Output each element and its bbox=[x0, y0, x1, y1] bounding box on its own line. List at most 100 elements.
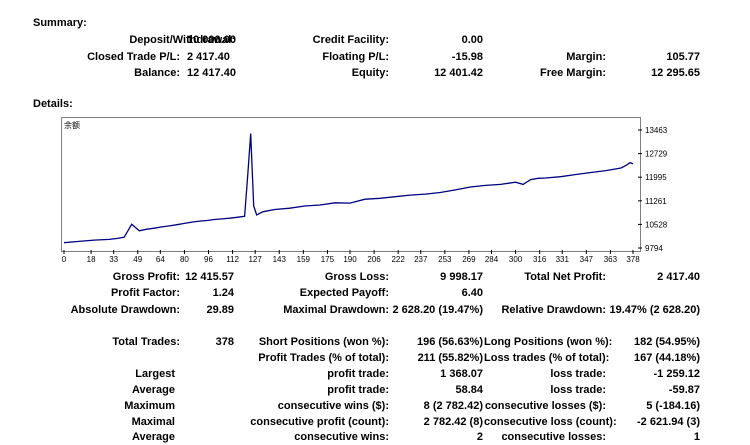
maximum-label: Maximum bbox=[124, 400, 175, 412]
maximal-drawdown-value: 2 628.20 (19.47%) bbox=[392, 304, 483, 316]
maximal-consecutive-profit-value: 2 782.42 (8) bbox=[423, 416, 483, 428]
x-tick-label: 159 bbox=[297, 255, 311, 264]
credit-value: 0.00 bbox=[461, 34, 483, 46]
y-tick-label: 13463 bbox=[645, 126, 668, 135]
y-tick-label: 9794 bbox=[645, 244, 663, 253]
largest-label: Largest bbox=[135, 368, 175, 380]
free-margin-value: 12 295.65 bbox=[651, 67, 700, 79]
deposit-value: 10 000.00 bbox=[187, 34, 236, 46]
floating-pl-label: Floating P/L: bbox=[322, 51, 389, 63]
x-tick-label: 96 bbox=[204, 255, 213, 264]
net-profit-value: 2 417.40 bbox=[657, 271, 700, 283]
long-positions-value: 182 (54.95%) bbox=[633, 336, 700, 348]
x-tick-label: 300 bbox=[509, 255, 523, 264]
average-label: Average bbox=[131, 384, 175, 396]
loss-trades-label: Loss trades (% of total): bbox=[484, 352, 610, 364]
profit-trades-value: 211 (55.82%) bbox=[417, 352, 483, 364]
total-trades-value: 378 bbox=[215, 336, 234, 348]
balance-chart-frame bbox=[61, 117, 641, 252]
average-loss-label: loss trade: bbox=[550, 384, 606, 396]
deposit-label: Deposit/Withdrawal: bbox=[129, 34, 235, 46]
profit-factor-value: 1.24 bbox=[212, 287, 234, 299]
balance-value: 12 417.40 bbox=[187, 67, 236, 79]
x-tick-label: 363 bbox=[604, 255, 618, 264]
x-tick-label: 49 bbox=[133, 255, 142, 264]
balance-line bbox=[63, 133, 634, 244]
x-tick-label: 316 bbox=[533, 255, 547, 264]
x-tick-label: 331 bbox=[556, 255, 570, 264]
margin-label: Margin: bbox=[566, 51, 606, 63]
closed-pl-value: 2 417.40 bbox=[187, 51, 230, 63]
gross-loss-value: 9 998.17 bbox=[440, 271, 483, 283]
average-consecutive-label: Average bbox=[131, 431, 175, 443]
short-positions-label: Short Positions (won %): bbox=[258, 336, 389, 348]
expected-payoff-label: Expected Payoff: bbox=[299, 287, 389, 299]
average-profit-value: 58.84 bbox=[455, 384, 483, 396]
expected-payoff-value: 6.40 bbox=[461, 287, 483, 299]
largest-profit-value: 1 368.07 bbox=[440, 368, 483, 380]
short-positions-value: 196 (56.63%) bbox=[416, 336, 483, 348]
y-tick-label: 12729 bbox=[645, 150, 668, 159]
x-tick-label: 190 bbox=[343, 255, 357, 264]
x-tick-label: 127 bbox=[248, 255, 262, 264]
x-tick-label: 143 bbox=[273, 255, 287, 264]
gross-loss-label: Gross Loss: bbox=[324, 271, 389, 283]
y-tick-label: 11995 bbox=[645, 173, 667, 182]
net-profit-label: Total Net Profit: bbox=[524, 271, 606, 283]
x-tick-label: 253 bbox=[438, 255, 452, 264]
credit-label: Credit Facility: bbox=[312, 34, 389, 46]
equity-value: 12 401.42 bbox=[434, 67, 483, 79]
largest-profit-label: profit trade: bbox=[327, 368, 389, 380]
avg-consecutive-losses-value: 1 bbox=[693, 431, 700, 443]
profit-factor-label: Profit Factor: bbox=[110, 287, 180, 299]
loss-trades-value: 167 (44.18%) bbox=[633, 352, 700, 364]
gross-profit-value: 12 415.57 bbox=[185, 271, 234, 283]
x-tick-label: 284 bbox=[485, 255, 499, 264]
equity-label: Equity: bbox=[351, 67, 389, 79]
x-tick-label: 237 bbox=[414, 255, 428, 264]
x-tick-label: 64 bbox=[156, 255, 165, 264]
floating-pl-value: -15.98 bbox=[451, 51, 483, 63]
x-tick-label: 0 bbox=[62, 255, 67, 264]
avg-consecutive-wins-label: consecutive wins: bbox=[294, 431, 389, 443]
x-tick-label: 33 bbox=[109, 255, 118, 264]
long-positions-label: Long Positions (won %): bbox=[484, 336, 613, 348]
x-tick-label: 80 bbox=[180, 255, 189, 264]
max-consecutive-losses-value: 5 (-184.16) bbox=[646, 400, 700, 412]
summary-header: Summary: bbox=[33, 17, 87, 29]
x-tick-label: 206 bbox=[367, 255, 381, 264]
profit-trades-label: Profit Trades (% of total): bbox=[258, 352, 389, 364]
x-tick-label: 112 bbox=[226, 255, 239, 264]
average-loss-value: -59.87 bbox=[668, 384, 700, 396]
relative-drawdown-label: Relative Drawdown: bbox=[501, 304, 606, 316]
margin-value: 105.77 bbox=[666, 51, 700, 63]
y-tick-label: 11261 bbox=[645, 197, 667, 206]
maximal-drawdown-label: Maximal Drawdown: bbox=[283, 304, 389, 316]
maximal-consecutive-loss-value: -2 621.94 (3) bbox=[637, 416, 700, 428]
avg-consecutive-wins-value: 2 bbox=[476, 431, 483, 443]
chart-title: 余额 bbox=[64, 120, 80, 130]
x-tick-label: 347 bbox=[580, 255, 594, 264]
avg-consecutive-losses-label: consecutive losses: bbox=[501, 431, 606, 443]
details-header: Details: bbox=[33, 98, 73, 110]
free-margin-label: Free Margin: bbox=[539, 67, 606, 79]
gross-profit-label: Gross Profit: bbox=[112, 271, 180, 283]
max-consecutive-wins-value: 8 (2 782.42) bbox=[423, 400, 483, 412]
balance-label: Balance: bbox=[134, 67, 180, 79]
balance-chart: 余额 13463 12729 11995 11261 10528 9794 0 18 33 49… bbox=[62, 120, 668, 264]
maximal-label: Maximal bbox=[131, 416, 175, 428]
maximal-consecutive-profit-label: consecutive profit (count): bbox=[250, 416, 389, 428]
closed-pl-label: Closed Trade P/L: bbox=[87, 51, 180, 63]
maximal-consecutive-loss-label: consecutive loss (count): bbox=[484, 416, 617, 428]
average-profit-label: profit trade: bbox=[327, 384, 389, 396]
x-tick-label: 378 bbox=[626, 255, 640, 264]
largest-loss-value: -1 259.12 bbox=[653, 368, 700, 380]
max-consecutive-losses-label: consecutive losses ($): bbox=[484, 400, 606, 412]
absolute-drawdown-label: Absolute Drawdown: bbox=[70, 304, 180, 316]
max-consecutive-wins-label: consecutive wins ($): bbox=[277, 400, 389, 412]
x-tick-label: 222 bbox=[391, 255, 405, 264]
largest-loss-label: loss trade: bbox=[550, 368, 606, 380]
x-tick-label: 269 bbox=[462, 255, 476, 264]
absolute-drawdown-value: 29.89 bbox=[206, 304, 234, 316]
y-tick-label: 10528 bbox=[645, 220, 668, 229]
